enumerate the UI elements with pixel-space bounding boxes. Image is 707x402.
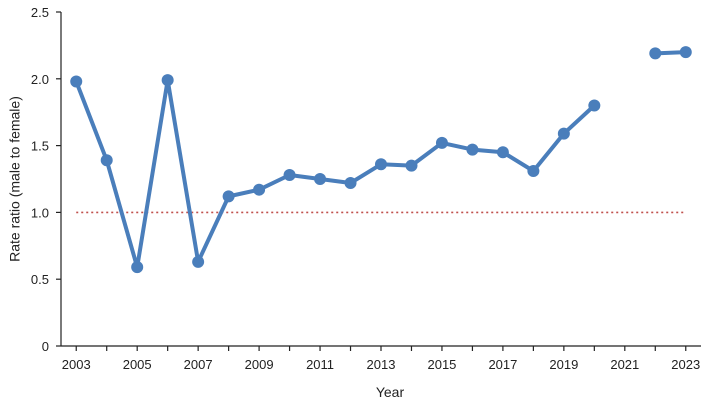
x-tick-label: 2019: [549, 357, 578, 372]
series-line-segment: [74, 78, 597, 270]
data-point: [131, 261, 144, 274]
data-point: [161, 74, 174, 87]
data-point: [679, 46, 692, 59]
y-tick-label: 2.5: [31, 5, 49, 20]
tick-labels: 0 0.5 1.0 1.5 2.0 2.5 2003 2005 2007 2009 2011 2013…: [31, 5, 700, 372]
data-point: [70, 75, 83, 88]
x-tick-label: 2021: [610, 357, 639, 372]
series-layer: [70, 46, 692, 274]
y-tick-label: 1.0: [31, 205, 49, 220]
x-axis-title: Year: [376, 384, 405, 400]
data-point: [405, 159, 418, 172]
axes: [56, 11, 701, 351]
x-tick-label: 2009: [245, 357, 274, 372]
data-point: [435, 136, 448, 149]
data-point: [192, 255, 205, 268]
x-tick-label: 2003: [62, 357, 91, 372]
x-tick-label: 2011: [306, 357, 334, 372]
x-tick-label: 2013: [367, 357, 396, 372]
data-point: [588, 99, 601, 112]
x-tick-label: 2023: [671, 357, 700, 372]
data-point: [649, 47, 662, 60]
x-tick-label: 2017: [488, 357, 517, 372]
y-tick-label: 1.5: [31, 139, 49, 154]
data-point: [496, 146, 509, 159]
y-axis-title: Rate ratio (male to female): [7, 96, 23, 262]
data-point: [527, 164, 540, 177]
data-point: [222, 190, 235, 203]
data-point: [253, 183, 266, 196]
x-tick-label: 2007: [184, 357, 213, 372]
data-point: [344, 177, 357, 190]
data-point: [283, 168, 296, 181]
y-tick-label: 0.5: [31, 272, 49, 287]
y-tick-label: 2.0: [31, 72, 49, 87]
x-tick-label: 2015: [427, 357, 456, 372]
data-point: [314, 173, 327, 185]
data-point: [466, 143, 479, 156]
data-point: [375, 158, 387, 171]
data-point: [100, 154, 113, 167]
y-tick-label: 0: [42, 339, 49, 354]
x-tick-label: 2005: [123, 357, 152, 372]
data-point: [557, 127, 570, 140]
